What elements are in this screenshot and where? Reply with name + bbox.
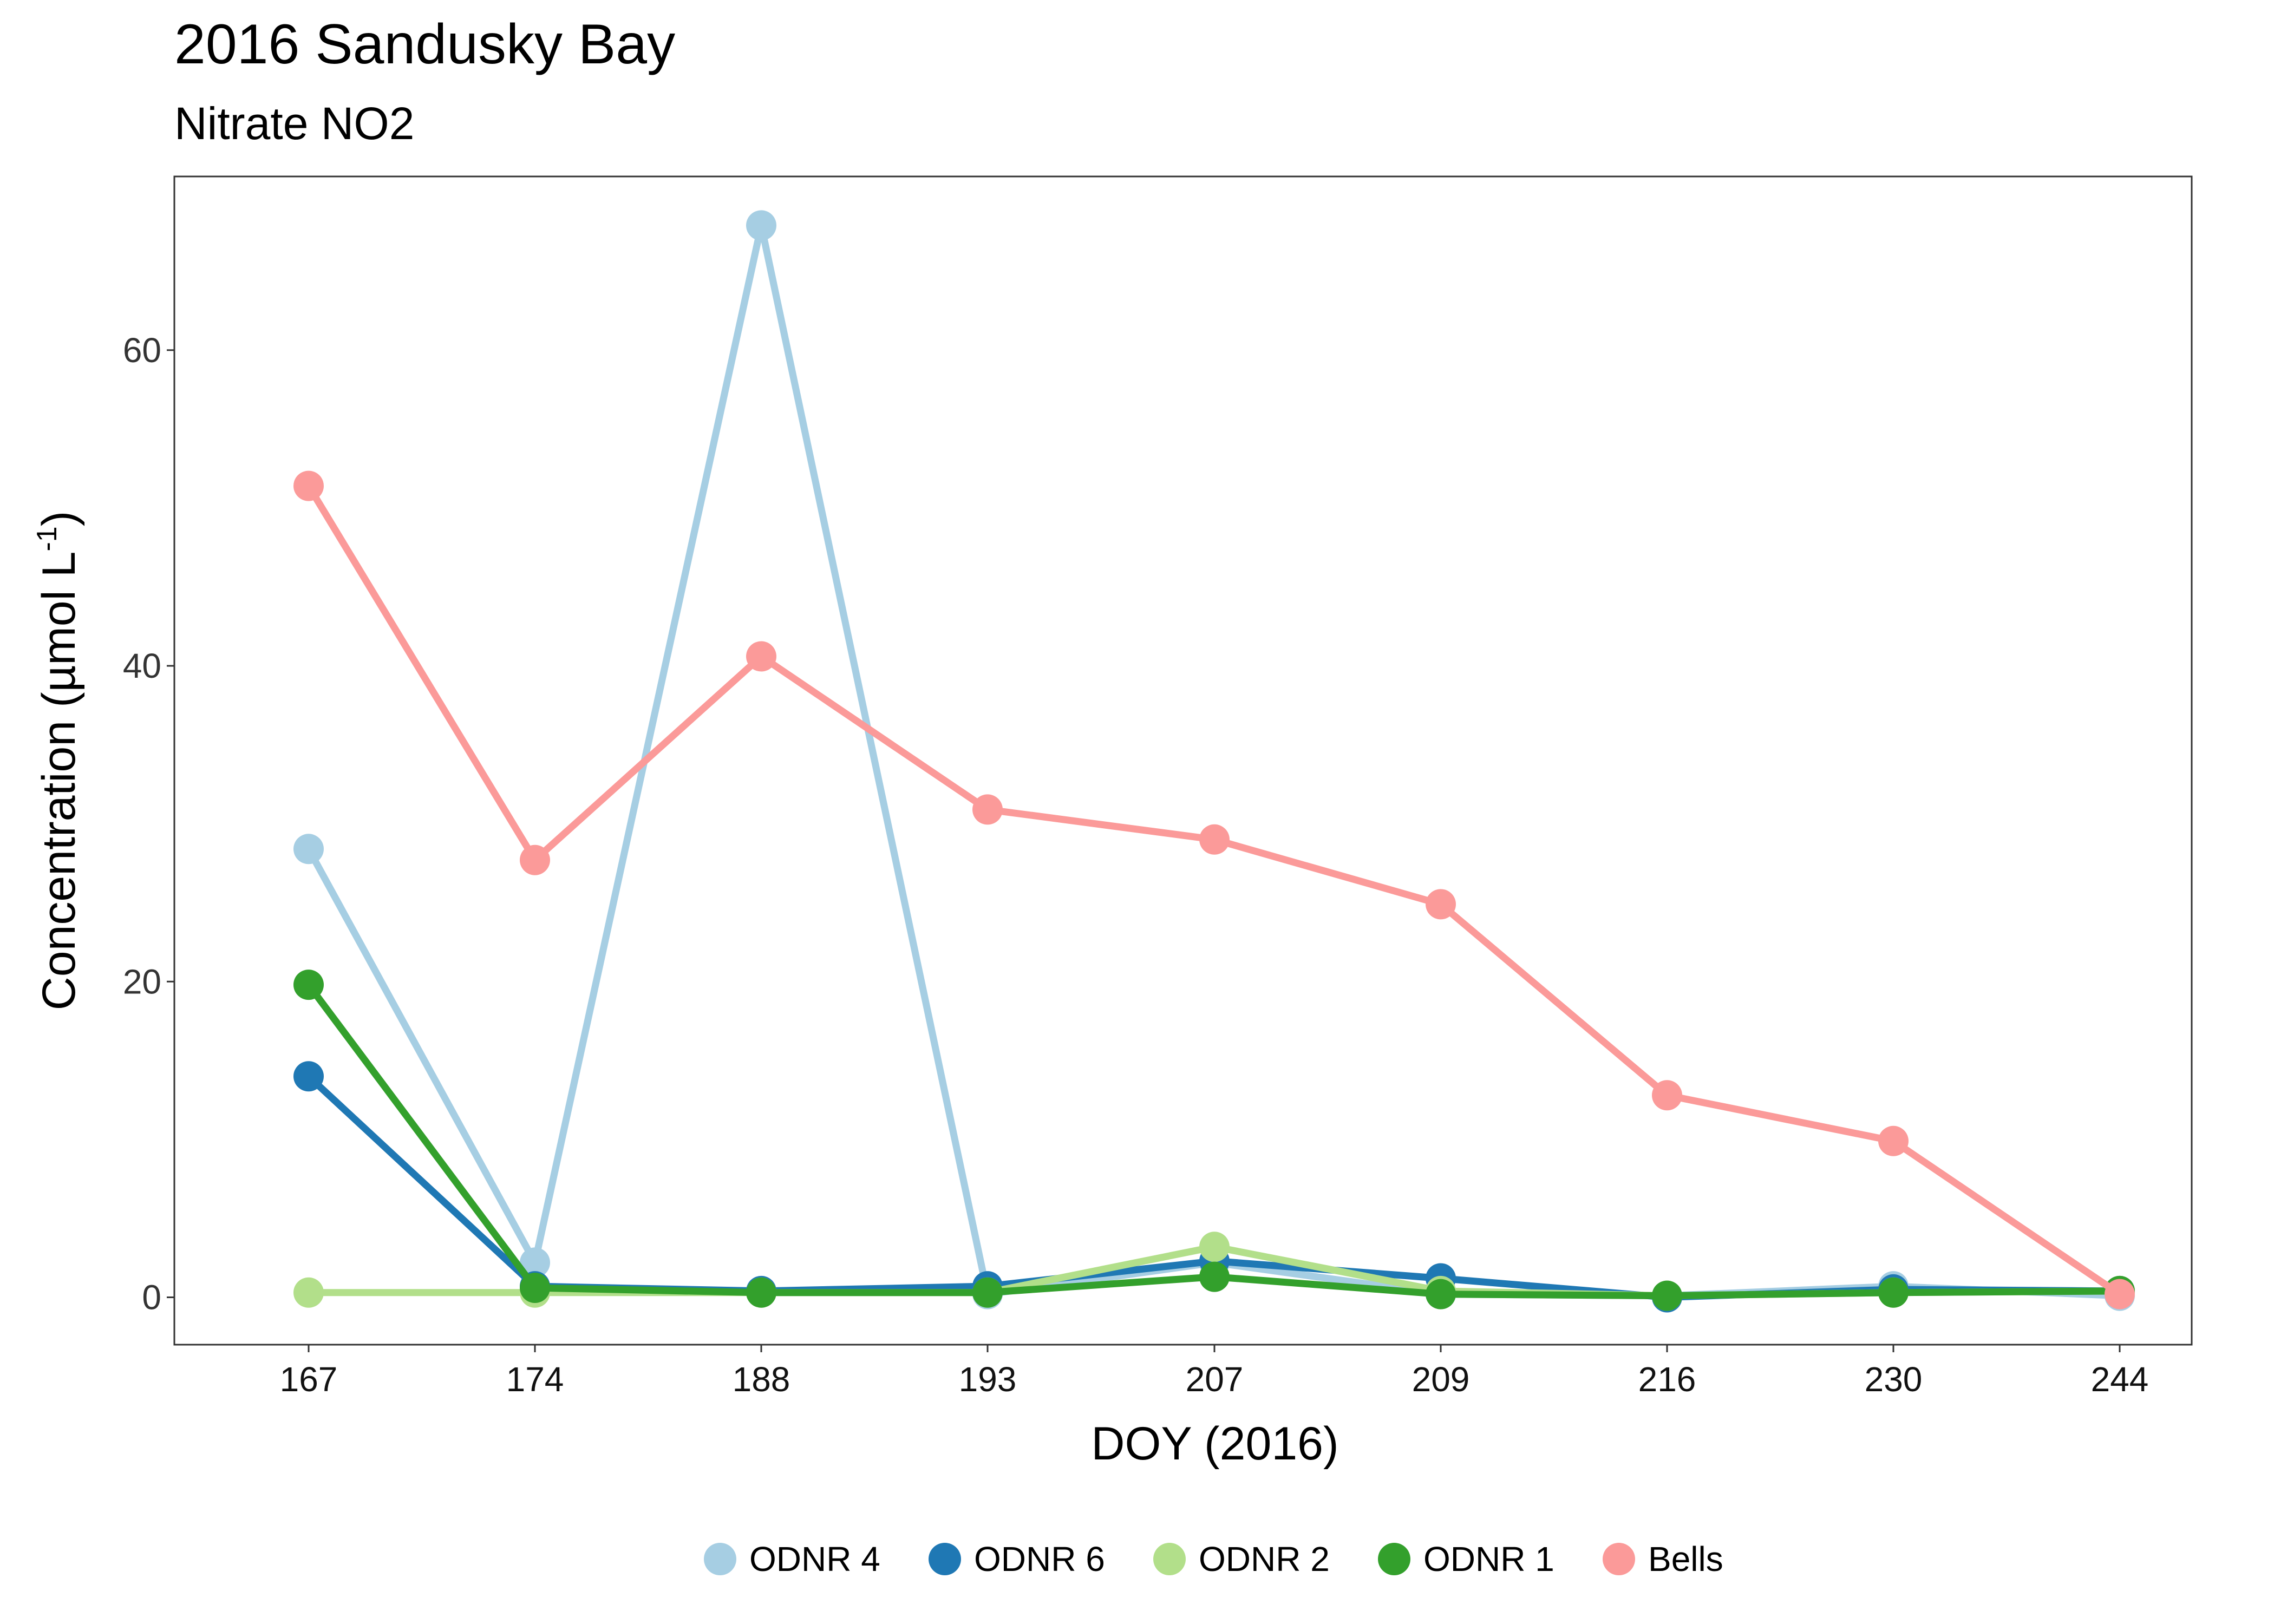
data-point: [1426, 1279, 1456, 1309]
series-layer: [293, 210, 2135, 1313]
y-axis-title-close: ): [33, 511, 85, 527]
legend-item: Bells: [1603, 1540, 1723, 1579]
series-line: [305, 482, 2123, 1298]
y-axis-title: Concentration (µmol L-1): [31, 511, 85, 1011]
data-point: [520, 844, 550, 875]
data-point: [2105, 1279, 2135, 1309]
legend-key: [1378, 1543, 1410, 1575]
data-point: [1652, 1280, 1682, 1311]
x-tick-label: 209: [1412, 1360, 1470, 1399]
legend-label: ODNR 4: [749, 1540, 880, 1579]
x-axis-title: DOY (2016): [1091, 1418, 1338, 1470]
series-odnr-1: [293, 970, 2135, 1311]
legend-item: ODNR 4: [704, 1540, 880, 1579]
legend-label: Bells: [1648, 1540, 1723, 1579]
chart-title: 2016 Sandusky Bay: [174, 13, 676, 76]
legend-item: ODNR 1: [1378, 1540, 1554, 1579]
y-tick-label: 40: [123, 646, 161, 685]
data-point: [1199, 1232, 1230, 1262]
data-point: [1199, 824, 1230, 855]
y-axis-title-main: Concentration (µmol L: [33, 552, 85, 1011]
data-point: [293, 1061, 324, 1092]
legend-key: [1153, 1543, 1186, 1575]
legend-item: ODNR 2: [1153, 1540, 1330, 1579]
legend-label: ODNR 1: [1423, 1540, 1554, 1579]
series-odnr-4: [293, 210, 2135, 1311]
data-point: [520, 1247, 550, 1278]
y-tick-label: 20: [123, 962, 161, 1001]
legend-label: ODNR 6: [974, 1540, 1105, 1579]
legend: ODNR 4 ODNR 6 ODNR 2 ODNR 1 Bells: [704, 1540, 1723, 1579]
data-point: [972, 794, 1003, 825]
legend-key: [929, 1543, 961, 1575]
x-tick-label: 230: [1865, 1360, 1923, 1399]
data-point: [1652, 1080, 1682, 1111]
y-tick-label: 0: [142, 1278, 161, 1317]
plot-panel-border: [173, 175, 2193, 1346]
series-bells: [293, 470, 2135, 1309]
x-tick-label: 174: [506, 1360, 564, 1399]
legend-item: ODNR 6: [929, 1540, 1105, 1579]
y-axis-title-superscript: -1: [31, 526, 63, 551]
legend-key: [1603, 1543, 1635, 1575]
x-tick-label: 167: [280, 1360, 338, 1399]
data-point: [293, 1277, 324, 1308]
data-point: [1199, 1261, 1230, 1292]
data-point: [746, 210, 776, 241]
axes: 0 20 40 60 167 174 188 193 207 209 216 230 244: [123, 331, 2149, 1399]
legend-key: [704, 1543, 736, 1575]
y-tick-label: 60: [123, 331, 161, 370]
data-point: [1426, 889, 1456, 920]
x-tick-label: 207: [1186, 1360, 1244, 1399]
x-tick-label: 216: [1638, 1360, 1696, 1399]
data-point: [972, 1277, 1003, 1308]
x-tick-label: 193: [959, 1360, 1017, 1399]
data-point: [1878, 1125, 1909, 1156]
data-point: [1878, 1277, 1909, 1308]
x-tick-label: 188: [733, 1360, 790, 1399]
x-tick-label: 244: [2091, 1360, 2149, 1399]
data-point: [293, 470, 324, 501]
data-point: [746, 1277, 776, 1308]
data-point: [293, 834, 324, 865]
chart-subtitle: Nitrate NO2: [174, 98, 415, 149]
data-point: [293, 970, 324, 1000]
legend-label: ODNR 2: [1199, 1540, 1330, 1579]
data-point: [746, 641, 776, 672]
data-point: [520, 1273, 550, 1304]
